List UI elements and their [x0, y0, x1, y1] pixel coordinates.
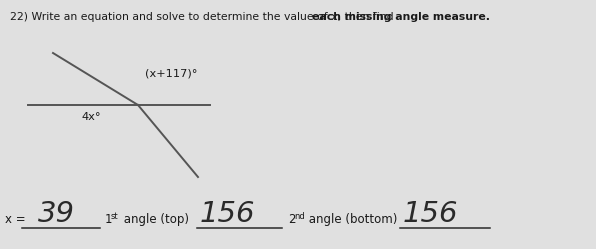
- Text: 39: 39: [38, 200, 75, 228]
- Text: 2: 2: [288, 213, 296, 226]
- Text: angle (bottom): angle (bottom): [305, 213, 398, 226]
- Text: each missing angle measure.: each missing angle measure.: [312, 12, 490, 22]
- Text: 1: 1: [105, 213, 113, 226]
- Text: 4x°: 4x°: [82, 112, 102, 122]
- Text: nd: nd: [294, 212, 305, 221]
- Text: 22) Write an equation and solve to determine the value of x, then find: 22) Write an equation and solve to deter…: [10, 12, 397, 22]
- Text: angle (top): angle (top): [120, 213, 189, 226]
- Text: x =: x =: [5, 213, 26, 226]
- Text: 156: 156: [200, 200, 256, 228]
- Text: (x+117)°: (x+117)°: [145, 68, 197, 78]
- Text: 156: 156: [403, 200, 458, 228]
- Text: st: st: [111, 212, 119, 221]
